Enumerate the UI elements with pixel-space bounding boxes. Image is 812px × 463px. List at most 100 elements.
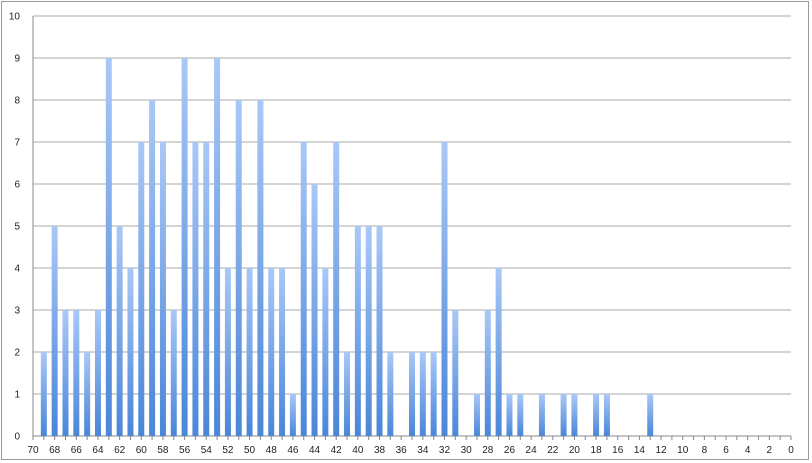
bar: [354, 226, 361, 436]
bar: [94, 310, 101, 436]
bar: [571, 394, 578, 436]
bar: [279, 268, 286, 436]
x-tick-label: 20: [569, 445, 581, 456]
y-tick-label: 10: [9, 12, 21, 23]
bar: [322, 268, 329, 436]
y-tick-label: 4: [14, 264, 20, 275]
bar: [603, 394, 610, 436]
bar: [647, 394, 654, 436]
bar: [268, 268, 275, 436]
bar: [409, 352, 415, 436]
bar: [62, 310, 69, 436]
x-tick-label: 22: [547, 445, 559, 456]
x-tick-label: 26: [504, 445, 516, 456]
bar: [452, 310, 459, 436]
y-tick-label: 1: [14, 390, 20, 401]
x-tick-label: 64: [92, 445, 104, 456]
bar: [495, 268, 502, 436]
y-tick-label: 0: [14, 432, 20, 443]
bar: [105, 58, 112, 436]
bar: [387, 352, 394, 436]
y-tick-label: 7: [14, 138, 20, 149]
bar: [73, 310, 80, 436]
bar: [127, 268, 134, 436]
x-tick-label: 66: [71, 445, 83, 456]
bar: [300, 142, 307, 436]
bar: [344, 352, 351, 436]
x-tick-label: 30: [461, 445, 473, 456]
x-tick-label: 12: [655, 445, 667, 456]
bars: [40, 58, 654, 436]
y-tick-label: 2: [14, 348, 20, 359]
bar: [441, 142, 448, 436]
x-tick-label: 40: [352, 445, 364, 456]
x-tick-label: 16: [612, 445, 624, 456]
bar: [170, 310, 177, 436]
x-tick-label: 2: [767, 445, 773, 456]
bar: [484, 310, 491, 436]
bar: [365, 226, 372, 436]
x-tick-label: 70: [27, 445, 39, 456]
bar: [246, 268, 253, 436]
bar: [506, 394, 513, 436]
x-tick-label: 0: [788, 445, 794, 456]
x-tick-label: 62: [114, 445, 126, 456]
bar: [159, 142, 166, 436]
bar: [181, 58, 188, 436]
x-tick-label: 46: [287, 445, 299, 456]
bar: [84, 352, 91, 436]
bar: [376, 226, 383, 436]
x-tick-label: 38: [374, 445, 386, 456]
x-tick-label: 14: [634, 445, 646, 456]
x-tick-label: 32: [439, 445, 451, 456]
bar: [560, 394, 567, 436]
x-tick-label: 28: [482, 445, 494, 456]
x-tick-label: 4: [745, 445, 751, 456]
x-tick-label: 18: [591, 445, 603, 456]
bar: [192, 142, 199, 436]
bar: [473, 394, 480, 436]
bar: [333, 142, 340, 436]
bar: [40, 352, 47, 436]
x-tick-label: 68: [49, 445, 61, 456]
x-tick-label: 8: [702, 445, 708, 456]
bar: [116, 226, 123, 436]
bar: [419, 352, 426, 436]
bar: [311, 184, 318, 436]
x-tick-label: 10: [677, 445, 689, 456]
x-tick-label: 34: [417, 445, 429, 456]
bar: [138, 142, 145, 436]
x-tick-label: 54: [201, 445, 213, 456]
y-tick-label: 3: [14, 306, 20, 317]
bar: [214, 58, 221, 436]
bar: [289, 394, 296, 436]
x-tick-label: 50: [244, 445, 256, 456]
x-tick-label: 6: [723, 445, 729, 456]
y-tick-label: 5: [14, 222, 20, 233]
gridlines: [33, 15, 791, 437]
bar: [593, 394, 600, 436]
bar: [538, 394, 545, 436]
x-tick-label: 56: [179, 445, 191, 456]
x-tick-label: 24: [526, 445, 538, 456]
bar: [51, 226, 58, 436]
y-tick-label: 6: [14, 180, 20, 191]
x-tick-label: 36: [396, 445, 408, 456]
x-tick-label: 58: [157, 445, 169, 456]
x-tick-label: 44: [309, 445, 321, 456]
bar: [517, 394, 524, 436]
bar: [257, 100, 264, 436]
x-tick-label: 52: [222, 445, 234, 456]
y-tick-label: 8: [14, 96, 20, 107]
bar: [203, 142, 210, 436]
bar: [149, 100, 156, 436]
x-tick-label: 60: [136, 445, 148, 456]
y-tick-label: 9: [14, 54, 20, 65]
bar: [224, 268, 231, 436]
x-tick-label: 42: [331, 445, 343, 456]
bar: [430, 352, 437, 436]
